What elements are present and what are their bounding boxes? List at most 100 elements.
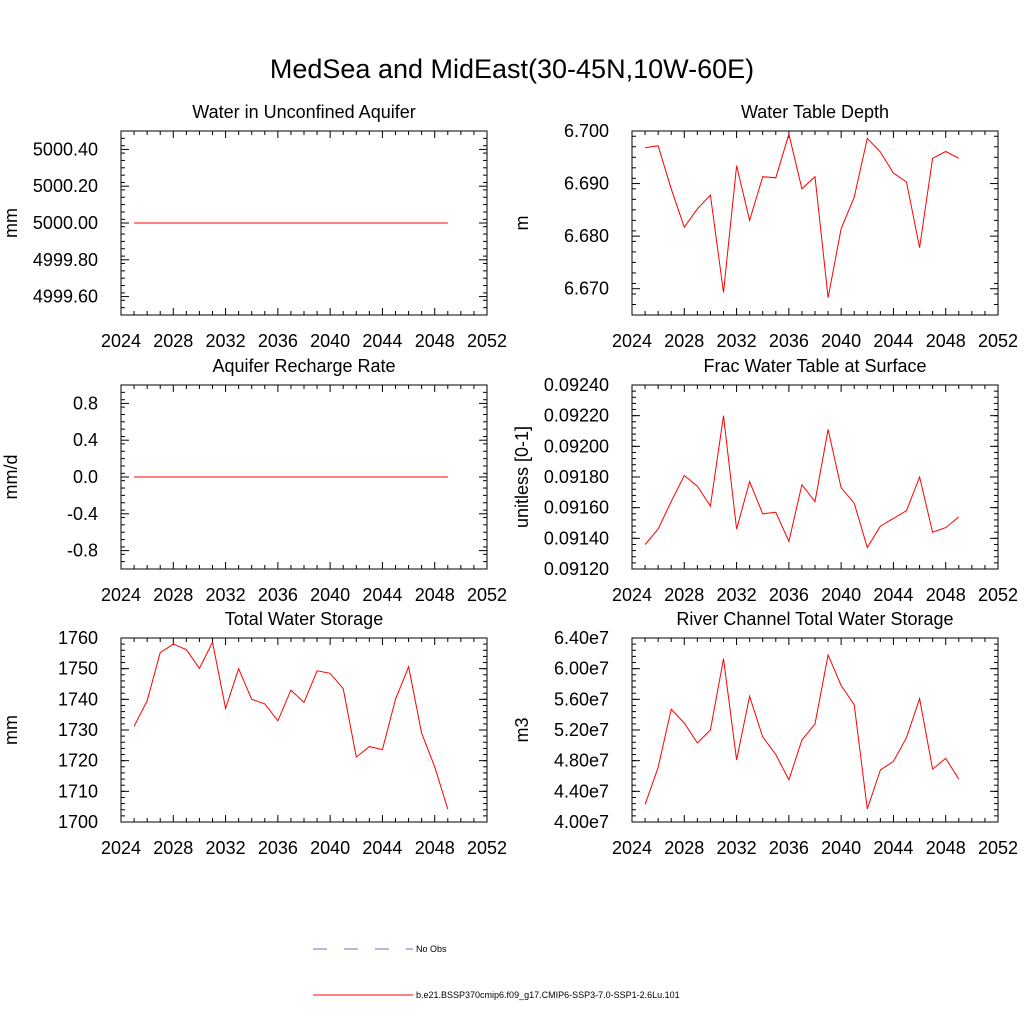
series-line bbox=[644, 415, 960, 549]
y-tick-label: 4.40e7 bbox=[554, 781, 609, 801]
y-tick-label: 0.09180 bbox=[544, 467, 609, 487]
x-tick-label: 2036 bbox=[258, 331, 298, 351]
y-tick-label: 0.8 bbox=[73, 393, 98, 413]
y-tick-label: 1750 bbox=[58, 659, 98, 679]
y-tick-label: 0.0 bbox=[73, 467, 98, 487]
y-axis-label: mm bbox=[1, 208, 21, 238]
x-tick-label: 2036 bbox=[258, 585, 298, 605]
x-tick-label: 2048 bbox=[415, 838, 455, 858]
x-tick-label: 2036 bbox=[258, 838, 298, 858]
y-tick-label: 4999.80 bbox=[33, 250, 98, 270]
chart-panel-3: Aquifer Recharge Rate mm/d 2024 2028 2032 203… bbox=[1, 356, 507, 605]
chart-panel-2: Water Table Depth m 2024 2028 2032 2036 2040 20… bbox=[512, 102, 1018, 351]
chart-panel-4: Frac Water Table at Surface unitless [0-1… bbox=[512, 356, 1018, 605]
y-tick-label: 4.00e7 bbox=[554, 812, 609, 832]
y-tick-label: 6.690 bbox=[564, 174, 609, 194]
x-tick-label: 2040 bbox=[310, 585, 350, 605]
y-tick-label: 4.80e7 bbox=[554, 751, 609, 771]
x-tick-label: 2024 bbox=[101, 585, 141, 605]
chart-panel-1: Water in Unconfined Aquifer mm 2024 2028 203… bbox=[1, 102, 507, 351]
y-tick-label: 0.09120 bbox=[544, 559, 609, 579]
x-tick-label: 2048 bbox=[415, 585, 455, 605]
y-tick-label: 1740 bbox=[58, 689, 98, 709]
y-tick-label: 0.09160 bbox=[544, 498, 609, 518]
y-tick-label: 6.700 bbox=[564, 121, 609, 141]
y-tick-label: 0.09140 bbox=[544, 528, 609, 548]
x-tick-label: 2052 bbox=[467, 585, 507, 605]
y-axis-label: m bbox=[512, 216, 532, 231]
y-tick-label: 5.20e7 bbox=[554, 720, 609, 740]
y-tick-label: 5.60e7 bbox=[554, 689, 609, 709]
y-tick-label: 5000.00 bbox=[33, 213, 98, 233]
x-tick-label: 2032 bbox=[206, 331, 246, 351]
y-tick-label: 4999.60 bbox=[33, 287, 98, 307]
x-tick-label: 2028 bbox=[153, 585, 193, 605]
plot-frame bbox=[120, 637, 488, 823]
x-tick-label: 2028 bbox=[153, 331, 193, 351]
y-tick-label: 6.680 bbox=[564, 226, 609, 246]
x-tick-label: 2052 bbox=[467, 838, 507, 858]
x-tick-label: 2028 bbox=[664, 585, 704, 605]
figure-title: MedSea and MidEast(30-45N,10W-60E) bbox=[269, 54, 755, 84]
y-tick-label: 6.40e7 bbox=[554, 628, 609, 648]
x-tick-label: 2028 bbox=[153, 838, 193, 858]
y-tick-label: 0.09200 bbox=[544, 436, 609, 456]
y-tick-label: 1700 bbox=[58, 812, 98, 832]
x-tick-label: 2024 bbox=[612, 331, 652, 351]
y-tick-label: 0.4 bbox=[73, 430, 98, 450]
chart-panel-6: River Channel Total Water Storage m3 2024 2… bbox=[512, 609, 1018, 858]
panel-title: Aquifer Recharge Rate bbox=[212, 356, 395, 376]
y-axis-label: mm/d bbox=[1, 455, 21, 500]
x-tick-label: 2052 bbox=[978, 331, 1018, 351]
legend-model-label: b.e21.BSSP370cmip6.f09_g17.CMIP6-SSP3-7.… bbox=[416, 990, 680, 1000]
y-tick-label: 0.09220 bbox=[544, 406, 609, 426]
x-tick-label: 2044 bbox=[362, 331, 402, 351]
x-tick-label: 2044 bbox=[362, 585, 402, 605]
x-tick-label: 2024 bbox=[101, 838, 141, 858]
x-tick-label: 2048 bbox=[415, 331, 455, 351]
y-tick-label: 1710 bbox=[58, 781, 98, 801]
panel-title: Water in Unconfined Aquifer bbox=[192, 102, 415, 122]
x-tick-label: 2040 bbox=[821, 331, 861, 351]
x-tick-label: 2036 bbox=[769, 331, 809, 351]
x-tick-label: 2032 bbox=[717, 585, 757, 605]
x-tick-label: 2040 bbox=[821, 585, 861, 605]
y-tick-label: 1730 bbox=[58, 720, 98, 740]
x-tick-label: 2024 bbox=[101, 331, 141, 351]
x-tick-label: 2040 bbox=[310, 838, 350, 858]
x-tick-label: 2052 bbox=[978, 585, 1018, 605]
x-tick-label: 2048 bbox=[926, 585, 966, 605]
y-tick-label: -0.8 bbox=[67, 541, 98, 561]
series-line bbox=[644, 653, 960, 810]
x-tick-label: 2032 bbox=[206, 585, 246, 605]
y-tick-label: 5000.40 bbox=[33, 139, 98, 159]
x-tick-label: 2044 bbox=[873, 585, 913, 605]
x-tick-label: 2028 bbox=[664, 331, 704, 351]
plot-frame bbox=[631, 637, 999, 823]
y-tick-label: 6.670 bbox=[564, 279, 609, 299]
y-axis-label: unitless [0-1] bbox=[512, 426, 532, 528]
x-tick-label: 2024 bbox=[612, 585, 652, 605]
panel-title: Total Water Storage bbox=[225, 609, 383, 629]
y-axis-label: mm bbox=[1, 715, 21, 745]
x-tick-label: 2040 bbox=[310, 331, 350, 351]
series-line bbox=[645, 132, 960, 298]
y-axis-label: m3 bbox=[512, 717, 532, 742]
y-tick-label: 1720 bbox=[58, 751, 98, 771]
series-line bbox=[133, 640, 449, 810]
chart-panel-5: Total Water Storage mm 2024 2028 2032 2036 204… bbox=[1, 609, 507, 858]
y-tick-label: 1760 bbox=[58, 628, 98, 648]
x-tick-label: 2032 bbox=[717, 331, 757, 351]
x-tick-label: 2036 bbox=[769, 585, 809, 605]
x-tick-label: 2048 bbox=[926, 331, 966, 351]
legend-obs-label: No Obs bbox=[416, 944, 447, 954]
y-tick-label: -0.4 bbox=[67, 504, 98, 524]
x-tick-label: 2052 bbox=[467, 331, 507, 351]
x-tick-label: 2032 bbox=[206, 838, 246, 858]
y-tick-label: 0.09240 bbox=[544, 375, 609, 395]
x-tick-label: 2036 bbox=[769, 838, 809, 858]
y-tick-label: 5000.20 bbox=[33, 176, 98, 196]
x-tick-label: 2048 bbox=[926, 838, 966, 858]
x-tick-label: 2052 bbox=[978, 838, 1018, 858]
